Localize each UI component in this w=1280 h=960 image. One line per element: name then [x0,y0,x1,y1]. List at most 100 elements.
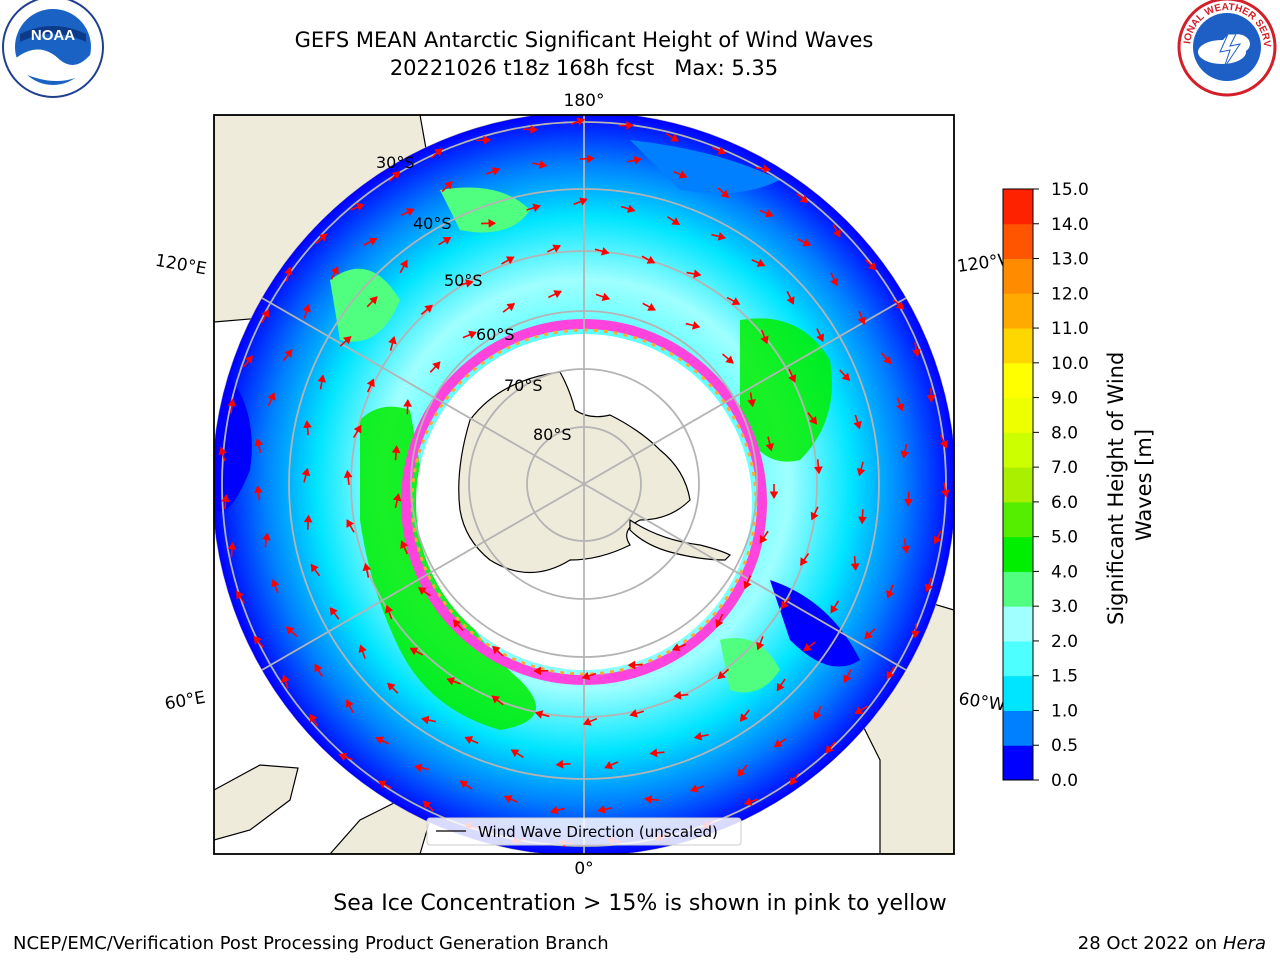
wave-arrow-head [483,135,492,145]
wave-arrow-head [533,666,542,676]
wave-arrow-head [302,304,311,313]
wave-arrow-head [912,348,921,358]
wave-arrow-head [765,209,774,218]
wave-arrow-head [850,563,860,572]
wave-arrow-head [391,170,401,180]
wave-arrow-head [843,674,852,684]
wave-arrow-head [318,233,328,242]
wave-arrow-head [604,761,613,770]
wave-arrow-head [601,247,610,256]
wave-arrow-head [789,776,798,786]
wave-arrow-head [858,516,867,525]
wave-arrow-head [673,691,682,700]
wave-arrow-head [552,244,561,253]
wave-arrow-head [267,392,276,401]
colorbar-segment [1003,293,1033,329]
wave-arrow-head [597,805,606,814]
wave-arrow-head [800,557,808,566]
wave-arrow-head [492,645,501,655]
wave-arrow-head [532,203,541,212]
wave-arrow-head [345,699,354,708]
lon-label-120e: 120°E [154,251,208,280]
colorbar-segment [1003,432,1033,468]
africa [214,764,299,841]
wave-arrow-head [505,256,515,265]
wave-arrow-head [587,154,595,164]
colorbar-tick-label: 6.0 [1051,493,1078,513]
wave-arrow-head [417,587,427,595]
colorbar-segment [1003,571,1033,607]
wave-arrow-head [422,800,432,809]
wave-arrow-head [236,590,244,600]
footer-date: 28 Oct 2022 on Hera [1078,933,1266,954]
wave-arrow-head [717,146,727,155]
wave-arrow-head [343,470,353,479]
lon-label-60w: 60°W [957,689,1006,715]
wave-arrow-head [810,511,819,521]
wave-arrow-head [391,445,401,454]
wave-arrow-head [284,266,293,276]
wave-arrow-head [633,156,642,165]
colorbar-tick-label: 0.0 [1051,771,1078,791]
colorbar-segment [1003,536,1033,572]
wave-arrow-head [678,170,688,179]
colorbar-segment [1003,640,1033,677]
wave-arrow-head [901,545,910,554]
wave-arrow-head [649,748,658,758]
sea-ice-note: Sea Ice Concentration > 15% is shown in … [333,891,947,916]
wave-arrow-head [553,290,562,299]
wave-arrow-head [253,635,262,645]
colorbar-segment [1003,397,1033,433]
wave-arrow-head [830,604,839,614]
wave-arrow-head [926,395,936,403]
lat-label-40s: 40°S [413,214,452,233]
wave-arrow-head [670,133,679,142]
wave-arrow-head [896,402,905,412]
wave-arrow-head [392,493,402,502]
wave-arrow-head [756,258,766,267]
wave-arrow-head [886,670,895,680]
wave-arrow-head [506,303,516,312]
wave-arrow-head [271,578,280,588]
wave-arrow-head [854,706,864,715]
wave-arrow-head [776,682,785,692]
wave-arrow-head [346,519,355,528]
svg-text:NATIONAL WEATHER SERVICE: NATIONAL WEATHER SERVICE [0,0,1272,48]
lat-label-30s: 30°S [376,153,415,172]
colorbar-segment [1003,258,1033,294]
wave-arrow-head [939,439,948,449]
wave-arrow-head [911,630,920,639]
wave-arrow-head [434,148,443,157]
wave-arrow-head [579,197,588,206]
wave-arrow-head [491,167,501,176]
wave-arrow-head [309,713,318,723]
wave-arrow-head [310,563,319,573]
wave-arrow-head [400,540,409,549]
colorbar-label-line2: Waves [m] [1132,429,1156,541]
wave-arrow-head [421,715,430,725]
colorbar-segment [1003,745,1033,781]
wave-arrow-head [284,349,293,358]
wave-arrow-head [816,333,825,343]
nws-logo-text: NATIONAL WEATHER SERVICE [0,0,1272,48]
colorbar-segment [1003,189,1033,225]
wave-arrow-head [646,255,656,264]
wave-arrow-head [813,711,822,720]
colorbar-tick-label: 4.0 [1051,562,1078,582]
wave-arrow-head [720,189,730,199]
colorbar-tick-label: 13.0 [1051,250,1089,270]
colorbar-frame [1002,188,1034,781]
wave-arrow-head [405,208,415,217]
lon-label-60e: 60°E [163,688,207,715]
wave-arrow-head [933,535,942,545]
chart-title-line1: GEFS MEAN Antarctic Significant Height o… [294,28,874,52]
lat-label-50s: 50°S [444,271,483,290]
wave-arrow-head [254,485,263,494]
wave-arrow-head [424,304,433,313]
map-legend: Wind Wave Direction (unscaled) [426,817,742,846]
colorbar-tick-label: 8.0 [1051,423,1078,443]
wave-arrow-head [886,590,895,599]
wave-arrow-head [717,232,727,241]
wave-arrow-head [773,739,783,748]
wave-arrow-head [671,643,681,652]
